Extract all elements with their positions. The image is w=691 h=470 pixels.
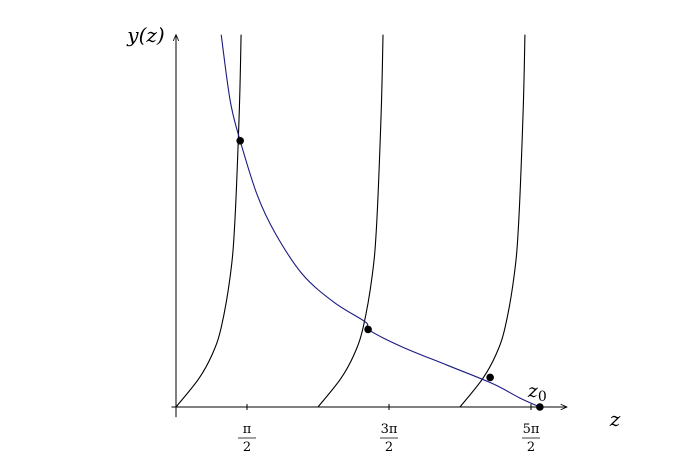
markers xyxy=(236,136,544,411)
x-tick-label-num-2: 5π xyxy=(523,422,540,437)
intersection-marker-0 xyxy=(236,136,244,145)
x-ticks: π 2 3π 2 5π 2 xyxy=(238,404,541,455)
x-tick-label-den-1: 2 xyxy=(385,440,393,455)
x-tick-label-den-2: 2 xyxy=(527,440,535,455)
intersection-marker-3 xyxy=(536,403,544,411)
curves xyxy=(175,34,541,408)
decreasing-curve-3 xyxy=(220,34,541,408)
tan-branch-2 xyxy=(459,34,526,408)
y-axis-label: y(z) xyxy=(126,23,164,47)
tan-branch-0 xyxy=(175,34,242,408)
x-tick-label-den-0: 2 xyxy=(243,440,251,455)
plot-area: π 2 3π 2 5π 2 z0 xyxy=(171,35,567,455)
tan-branch-1 xyxy=(317,34,384,408)
annotations: z0 xyxy=(527,380,547,405)
intersection-marker-1 xyxy=(364,325,372,334)
intersection-marker-2 xyxy=(486,373,494,382)
x-tick-label-num-0: π xyxy=(243,422,252,437)
x-tick-label-num-1: 3π xyxy=(381,422,398,437)
annotation-z0-0: z0 xyxy=(527,380,547,405)
x-axis-label: z xyxy=(609,407,621,431)
